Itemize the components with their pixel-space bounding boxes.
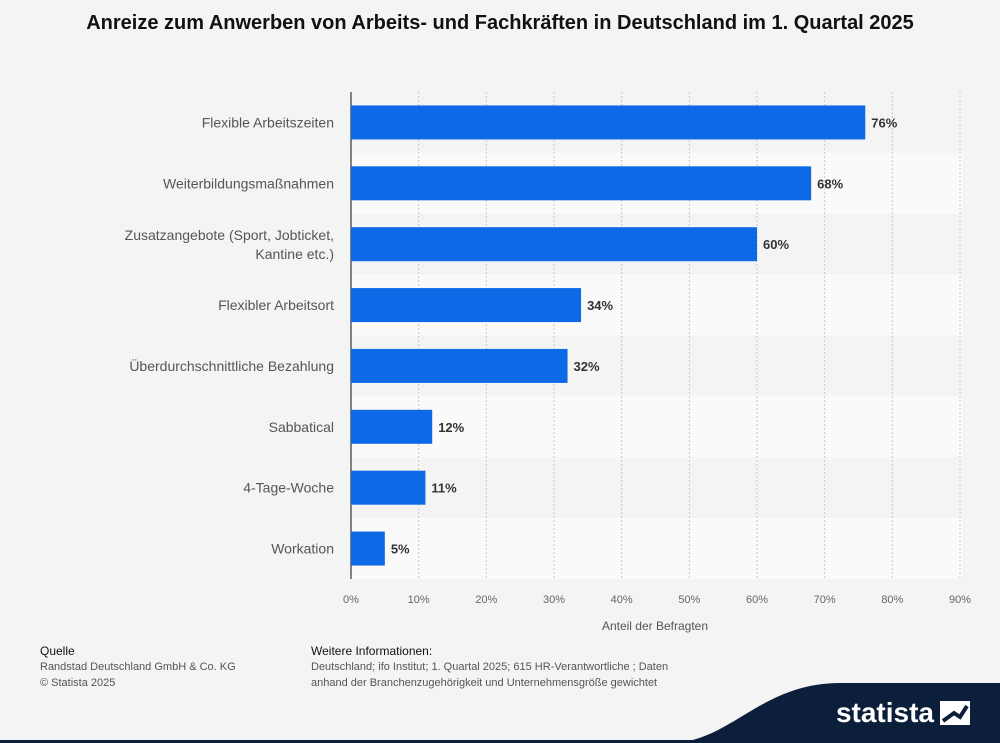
category-label: 4-Tage-Woche bbox=[243, 480, 334, 496]
category-label: Sabbatical bbox=[269, 419, 334, 435]
bar[interactable] bbox=[351, 409, 433, 444]
statista-logo-icon bbox=[940, 701, 970, 725]
x-tick-label: 70% bbox=[814, 594, 836, 606]
x-tick-label: 90% bbox=[949, 594, 971, 606]
copyright-line: © Statista 2025 bbox=[40, 677, 116, 689]
bar[interactable] bbox=[351, 227, 757, 262]
x-tick-label: 60% bbox=[746, 594, 768, 606]
statista-logo[interactable]: statista bbox=[836, 697, 970, 729]
x-tick-label: 0% bbox=[343, 594, 359, 606]
bar[interactable] bbox=[351, 470, 426, 505]
bar[interactable] bbox=[351, 166, 812, 201]
x-tick-label: 20% bbox=[475, 594, 497, 606]
source-heading: Quelle bbox=[40, 644, 75, 658]
bar-chart: 0% 10% 20% 30% 40% 50% 60% 70% 80% 90% 76% Flexible… bbox=[125, 92, 971, 633]
info-block: Weitere Informationen: Deutschland; ifo … bbox=[311, 643, 668, 691]
x-tick-label: 80% bbox=[881, 594, 903, 606]
row-band bbox=[351, 396, 962, 458]
bar-value-label: 60% bbox=[763, 237, 789, 252]
x-tick-label: 50% bbox=[678, 594, 700, 606]
x-tick-label: 30% bbox=[543, 594, 565, 606]
bar[interactable] bbox=[351, 105, 866, 140]
bottom-accent-bar bbox=[0, 740, 1000, 743]
info-heading: Weitere Informationen: bbox=[311, 644, 433, 658]
info-line: anhand der Branchenzugehörigkeit und Unt… bbox=[311, 677, 658, 689]
bar-value-label: 11% bbox=[431, 481, 457, 496]
row-band bbox=[351, 457, 962, 519]
category-label: Flexible Arbeitszeiten bbox=[202, 114, 334, 130]
row-band bbox=[351, 518, 962, 579]
source-line[interactable]: Randstad Deutschland GmbH & Co. KG bbox=[40, 661, 236, 673]
category-label: Workation bbox=[271, 541, 334, 557]
x-tick-label: 40% bbox=[611, 594, 633, 606]
bar[interactable] bbox=[351, 348, 568, 383]
bar-value-label: 12% bbox=[438, 420, 464, 435]
bar[interactable] bbox=[351, 531, 385, 566]
category-label: Überdurchschnittliche Bezahlung bbox=[129, 357, 334, 374]
source-block: Quelle Randstad Deutschland GmbH & Co. K… bbox=[40, 643, 236, 691]
bar-value-label: 5% bbox=[391, 542, 410, 557]
x-axis-label: Anteil der Befragten bbox=[602, 619, 708, 633]
bar[interactable] bbox=[351, 288, 582, 323]
category-label: Zusatzangebote (Sport, Jobticket, Kantine… bbox=[125, 227, 334, 262]
logo-background bbox=[670, 683, 1000, 743]
bar-value-label: 34% bbox=[587, 298, 613, 313]
bar-value-label: 68% bbox=[817, 176, 843, 191]
category-label: Weiterbildungsmaßnahmen bbox=[163, 175, 334, 191]
bar-value-label: 76% bbox=[871, 115, 897, 130]
x-tick-label: 10% bbox=[408, 594, 430, 606]
logo-text: statista bbox=[835, 697, 934, 728]
chart-title: Anreize zum Anwerben von Arbeits- und Fa… bbox=[86, 12, 914, 34]
bar-value-label: 32% bbox=[574, 359, 600, 374]
info-line: Deutschland; ifo Institut; 1. Quartal 20… bbox=[311, 661, 669, 673]
category-label: Flexibler Arbeitsort bbox=[218, 297, 334, 313]
